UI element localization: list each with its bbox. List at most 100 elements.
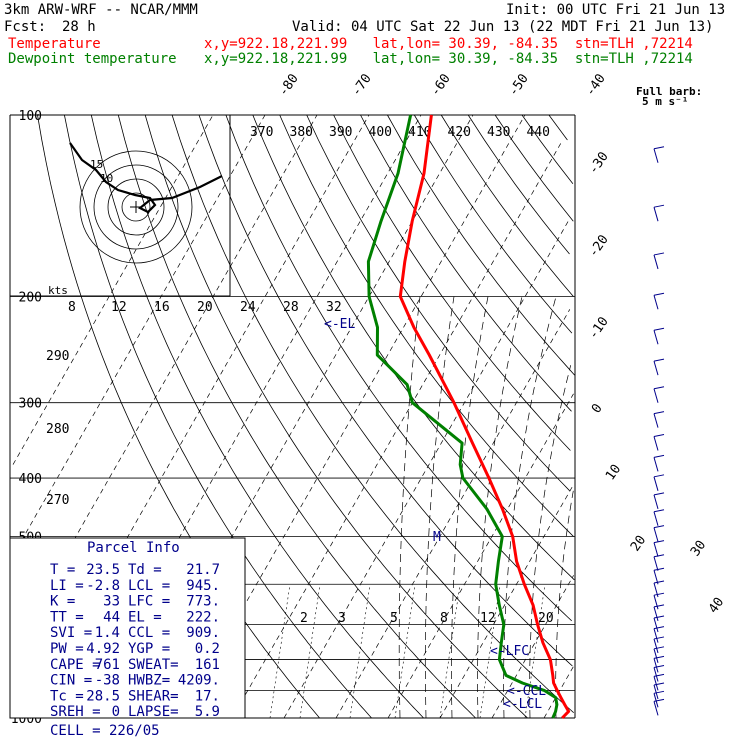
dry-adiabat-line (198, 114, 573, 667)
parcel-info-row: LI = -2.8 LCL = 945. (50, 578, 220, 594)
wind-barb (653, 411, 665, 428)
hodograph-ring-label: 12 (111, 300, 127, 315)
temperature-legend-label: Temperature (8, 36, 101, 52)
annotation-label: <-LCL (503, 697, 542, 712)
svg-text:SREH =: SREH = (50, 704, 101, 720)
isotherm-line (439, 484, 574, 719)
svg-text:909.: 909. (186, 625, 220, 641)
svg-text:SVI =: SVI = (50, 625, 92, 641)
svg-text:SWEAT=: SWEAT= (128, 657, 179, 673)
isotherm-label: -10 (586, 314, 612, 342)
hodograph-ring (107, 178, 165, 236)
theta-label: 410 (408, 125, 431, 140)
wind-barb (653, 509, 665, 526)
theta-label: 440 (527, 125, 550, 140)
dry-adiabat-line (90, 114, 424, 719)
wind-barb (653, 358, 665, 376)
svg-text:161: 161 (195, 657, 220, 673)
wind-barb (653, 626, 665, 643)
dry-adiabat-line (144, 114, 528, 719)
wind-barb (653, 615, 665, 633)
parcel-info-frame (9, 537, 246, 719)
hodograph-ring-label: 32 (326, 300, 342, 315)
pressure-tick-label: 400 (19, 472, 42, 487)
wind-barb (653, 646, 665, 663)
isotherm-label: 20 (628, 533, 649, 554)
mixing-ratio-label: 12 (480, 611, 496, 626)
hodograph-ring-label: 24 (240, 300, 256, 315)
pressure-tick-label: 100 (19, 109, 42, 124)
hodograph-ring (93, 164, 179, 250)
svg-text:21.7: 21.7 (186, 562, 220, 578)
dry-adiabat-line (64, 114, 372, 719)
isotherm-label: -80 (276, 71, 302, 99)
dry-adiabat-line (413, 114, 573, 334)
isotherm-line (387, 393, 574, 719)
isotherm-label: -30 (586, 149, 612, 177)
theta-label: 380 (290, 125, 313, 140)
temperature-profile-line (398, 114, 571, 720)
svg-text:222.: 222. (186, 609, 220, 625)
dry-adiabat-line (252, 114, 575, 581)
dry-adiabat-label: 270 (46, 493, 69, 508)
svg-text:761: 761 (95, 657, 120, 673)
mixing-ratio-label: 5 (390, 611, 398, 626)
hodograph-ring (79, 150, 193, 264)
wind-barb (653, 698, 665, 716)
parcel-info-box: Parcel Info T = 23.5 Td = 21.7 LI = -2.8 LCL = 9… (9, 537, 246, 739)
dry-adiabat-label: 290 (46, 349, 69, 364)
wind-barb (653, 673, 665, 691)
isotherm-label: 10 (603, 462, 624, 483)
parcel-info-row: SREH = 0 LAPSE= 5.9 (50, 704, 220, 720)
svg-text:0.2: 0.2 (195, 641, 220, 657)
wind-barb (653, 540, 665, 557)
barb-legend-line1: Full barb: (636, 85, 702, 98)
isotherm-label: 30 (688, 538, 709, 559)
theta-label: 370 (250, 125, 273, 140)
isotherm-label: 40 (706, 595, 727, 616)
isotherm-label: -20 (586, 232, 612, 260)
moist-adiabat-line (398, 296, 421, 719)
isotherm-label: -40 (583, 71, 609, 99)
dry-adiabat-line (225, 114, 572, 622)
theta-label: 430 (487, 125, 510, 140)
svg-text:4.92: 4.92 (86, 641, 120, 657)
parcel-info-row: Tc = 28.5 SHEAR= 17. (50, 688, 220, 704)
wind-barb (653, 433, 665, 451)
moist-adiabat-line (555, 490, 574, 719)
mixing-ratio-label: 20 (538, 611, 554, 626)
svg-text:TT =: TT = (50, 609, 84, 625)
model-title: 3km ARW-WRF -- NCAR/MMM (4, 2, 198, 18)
isotherm-line (491, 575, 574, 719)
hodograph-ring-label: 16 (154, 300, 170, 315)
svg-text:4209.: 4209. (178, 673, 220, 689)
mixing-ratio-label: 2 (300, 611, 308, 626)
svg-text:K =: K = (50, 594, 75, 610)
dry-adiabat-line (171, 114, 574, 713)
barb-legend-line2: 5 m s⁻¹ (642, 95, 688, 108)
moist-adiabat-line (451, 296, 489, 719)
hodograph-trace-label: 10 (100, 172, 113, 185)
parcel-info-row: T = 23.5 Td = 21.7 (50, 562, 220, 578)
svg-text:LI =: LI = (50, 578, 84, 594)
mixing-ratio-label: 8 (440, 611, 448, 626)
isotherm-label: 0 (589, 401, 606, 416)
wind-barb (653, 327, 665, 345)
dry-adiabat-line (494, 114, 574, 222)
dry-adiabat-line (360, 114, 572, 412)
theta-label: 390 (329, 125, 352, 140)
parcel-info-row: CIN = -38 HWBZ= 4209. (50, 673, 220, 689)
wind-barb (653, 690, 665, 708)
annotation-label: <-LFC (490, 644, 529, 659)
hodograph-trace-label: 15 (90, 158, 103, 171)
dewpoint-legend-location: x,y=922.18,221.99 lat,lon= 30.39, -84.35… (204, 51, 693, 67)
svg-text:PW =: PW = (50, 641, 84, 657)
pressure-tick-label: 200 (19, 291, 42, 306)
isotherm-line (283, 221, 569, 719)
hodograph-ring-label: 8 (68, 300, 76, 315)
sounding-profiles (366, 114, 571, 720)
wind-barb (653, 146, 665, 163)
parcel-info-row: TT = 44 EL = 222. (50, 609, 220, 625)
svg-text:1.4: 1.4 (95, 625, 120, 641)
svg-text:-2.8: -2.8 (86, 578, 120, 594)
